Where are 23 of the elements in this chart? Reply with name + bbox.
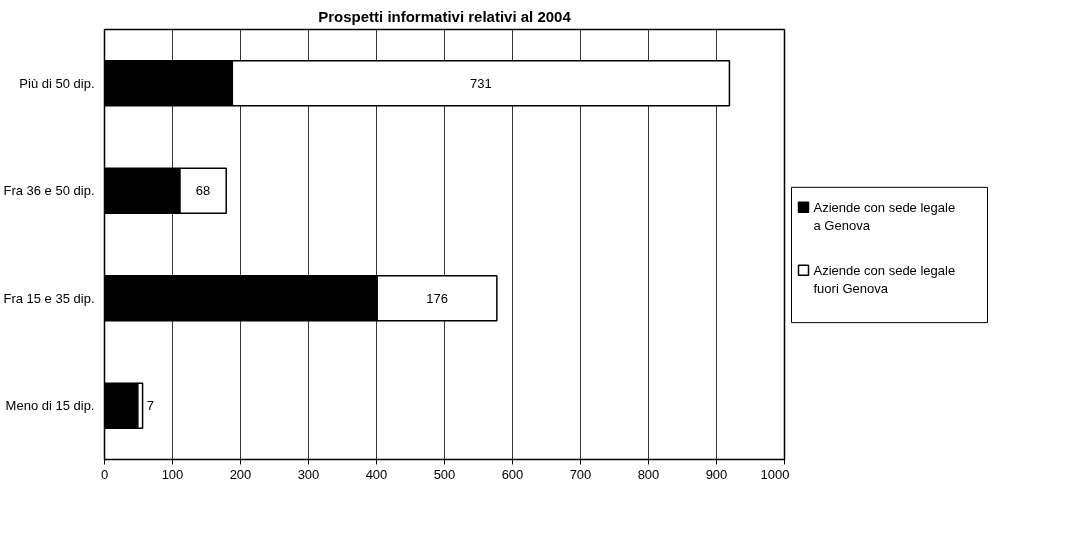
x-tick-label: 900 [705,466,728,482]
data-label: 176 [426,290,448,306]
x-tick-label: 1000 [760,466,790,482]
y-tick-label: Più di 50 dip. [19,75,95,91]
data-label: 731 [470,75,492,91]
x-tick-label: 0 [100,466,109,482]
x-tick-label: 800 [637,466,660,482]
x-tick-label: 700 [569,466,592,482]
x-tick-label: 200 [229,466,252,482]
x-tick-label: 600 [501,466,524,482]
y-tick-label: Meno di 15 dip. [5,398,95,414]
bar [104,382,139,430]
y-tick-label: Fra 15 e 35 dip. [3,290,95,306]
legend-label: Aziende con sede legale a Genova [813,199,956,233]
x-tick-label: 100 [161,466,184,482]
x-tick-label: 300 [297,466,320,482]
chart-title: Prospetti informativi relativi al 2004 [318,7,572,25]
x-tick-label: 500 [433,466,456,482]
x-tick-label: 400 [365,466,388,482]
y-tick-label: Fra 36 e 50 dip. [3,183,95,199]
data-label: 7 [146,398,154,414]
legend-label: Aziende con sede legale fuori Genova [813,263,956,297]
data-label: 68 [195,183,211,199]
